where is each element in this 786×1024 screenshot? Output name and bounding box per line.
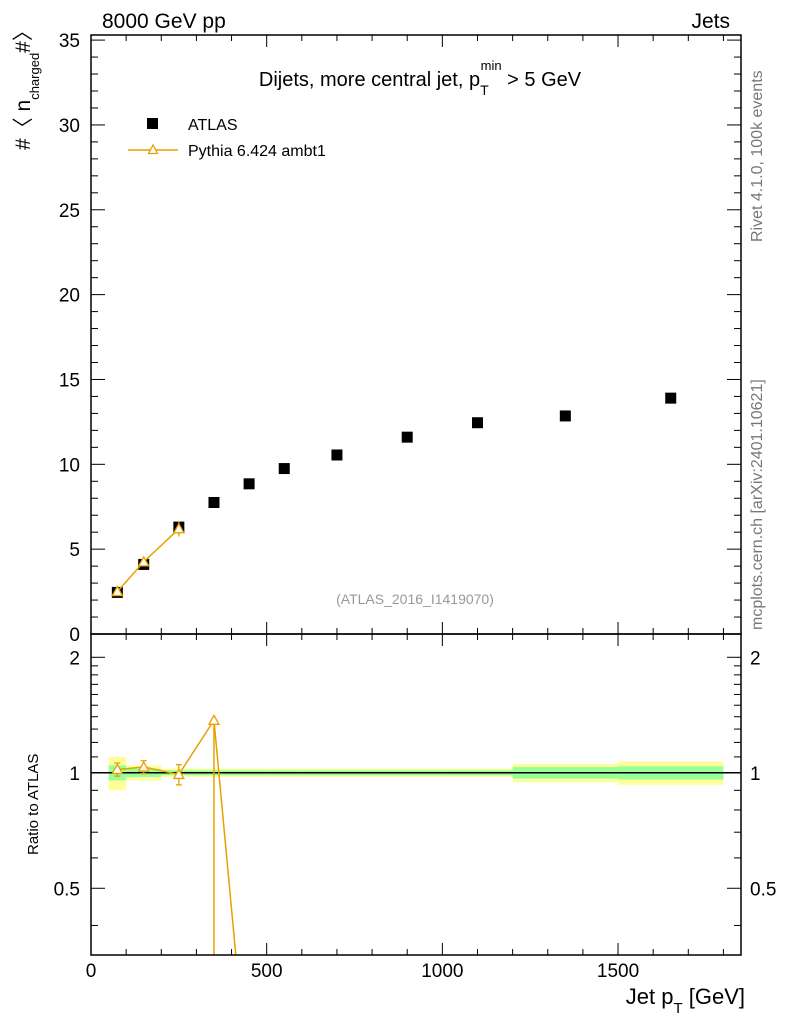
ratio-y-tick-label-right: 1 [750, 764, 761, 785]
atlas-data-point [665, 392, 677, 404]
main-y-tick-label: 30 [59, 116, 80, 137]
atlas-data-point [471, 417, 483, 429]
main-y-tick-label: 20 [59, 286, 80, 307]
atlas-data-point [401, 431, 413, 443]
atlas-data-point [208, 496, 220, 508]
pythia-ratio-point [137, 760, 150, 772]
main-y-tick-label: 5 [69, 540, 80, 561]
legend-atlas-marker [147, 118, 158, 129]
main-y-axis-label: #〈 ncharged#〉 [12, 20, 42, 150]
ratio-y-tick-label-right: 0.5 [750, 879, 776, 900]
main-chart-title: Dijets, more central jet, pTmin > 5 GeV [259, 58, 582, 98]
legend-pythia-label: Pythia 6.424 ambt1 [188, 143, 326, 160]
ratio-y-tick-label: 0.5 [54, 879, 80, 900]
x-tick-label: 0 [86, 961, 97, 982]
x-tick-label: 500 [251, 961, 283, 982]
pythia-ratio-line [117, 718, 237, 955]
atlas-data-point [243, 478, 255, 490]
legend-atlas-label: ATLAS [188, 117, 238, 134]
ratio-panel-marks [111, 713, 237, 955]
atlas-data-point [331, 449, 343, 461]
main-panel-marks [111, 392, 677, 598]
main-y-tick-label: 0 [69, 625, 80, 646]
atlas-data-point [559, 410, 571, 422]
pythia-data-point [111, 585, 124, 597]
ratio-y-tick-label: 1 [69, 764, 80, 785]
main-y-tick-label: 10 [59, 455, 80, 476]
ratio-y-tick-label-right: 2 [750, 648, 761, 669]
pythia-data-point [172, 522, 185, 534]
x-axis-label: Jet pT [GeV] [626, 984, 745, 1017]
data-marks [111, 392, 677, 955]
main-y-tick-label: 25 [59, 201, 80, 222]
x-tick-label: 1000 [421, 961, 463, 982]
ratio-y-axis-label: Ratio to ATLAS [25, 754, 42, 855]
reference-uncertainty-band [91, 756, 741, 791]
mcplots-side-label: mcplots.cern.ch [arXiv:2401.10621] [749, 379, 766, 630]
legend: ATLAS Pythia 6.424 ambt1 [128, 117, 326, 160]
atlas-data-point [278, 463, 290, 475]
pythia-ratio-point [207, 713, 221, 725]
axis-ticks: 0 500 1000 1500 0 5 10 15 20 25 30 35 0.5 0.5 1 1 2 2 [54, 31, 777, 982]
pythia-data-point [137, 555, 150, 567]
rivet-side-label: Rivet 4.1.0, 100k events [749, 70, 766, 242]
x-tick-label: 1500 [597, 961, 639, 982]
header-left-label: 8000 GeV pp [102, 10, 226, 33]
ratio-panel-frame [90, 633, 742, 956]
legend-pythia-marker [147, 143, 159, 155]
pythia-ratio-point [111, 763, 124, 775]
main-y-tick-label: 35 [59, 31, 80, 52]
pythia-ratio-point [172, 768, 185, 780]
analysis-watermark: (ATLAS_2016_I1419070) [336, 591, 494, 607]
ratio-y-tick-label: 2 [69, 648, 80, 669]
header-right-label: Jets [691, 10, 730, 33]
main-y-tick-label: 15 [59, 370, 80, 391]
